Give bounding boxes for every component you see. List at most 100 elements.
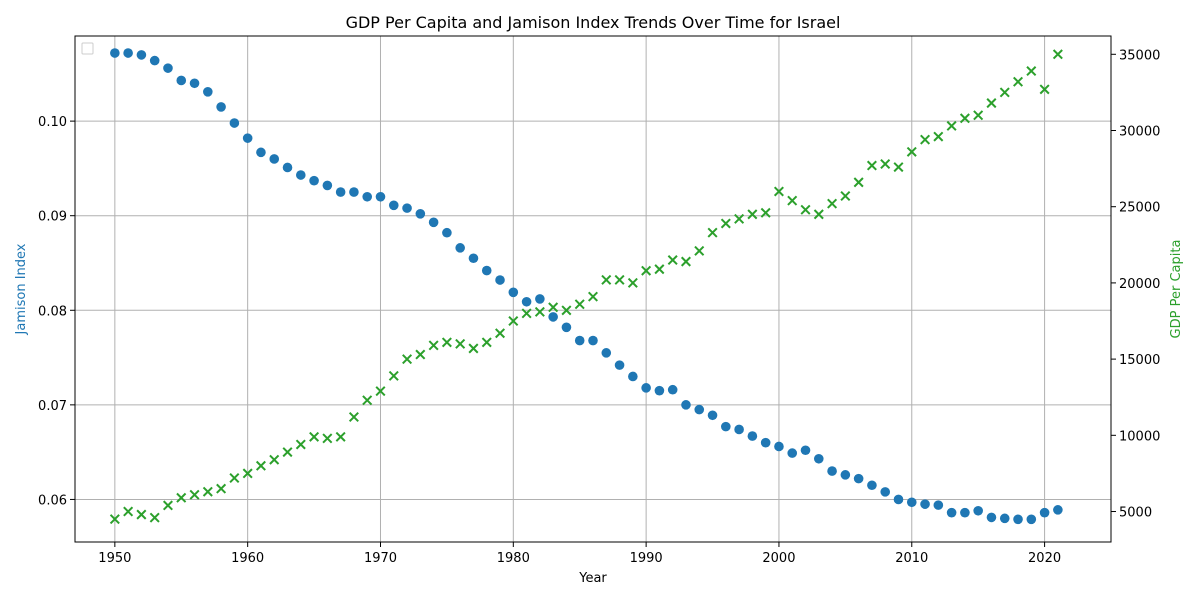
jamison-index-point [561, 322, 572, 333]
gdp-per-capita-point [840, 191, 851, 202]
jamison-index-point [840, 470, 851, 480]
jamison-index-point [721, 421, 731, 432]
gdp-per-capita-point [468, 343, 479, 354]
gdp-per-capita-point [720, 218, 731, 229]
jamison-index-point [999, 513, 1010, 524]
jamison-index-point [813, 453, 824, 464]
jamison-index-point [933, 500, 944, 510]
gdp-per-capita-point [561, 305, 572, 316]
gdp-per-capita-point [1039, 84, 1050, 95]
gdp-per-capita-point [242, 468, 253, 479]
jamison-index-point [973, 505, 983, 516]
jamison-index-point [535, 294, 545, 304]
jamison-index-point [282, 162, 293, 173]
legend-box [81, 42, 94, 55]
jamison-index-point [893, 494, 904, 505]
x-tick-label: 2020 [1028, 551, 1061, 566]
gdp-per-capita-point [428, 340, 439, 351]
gdp-per-capita-point [853, 177, 864, 188]
x-tick-label: 2010 [895, 551, 928, 566]
right-y-tick-label: 15000 [1119, 353, 1160, 368]
jamison-index-point [295, 170, 306, 180]
gdp-per-capita-point [295, 439, 306, 450]
jamison-index-point [734, 424, 744, 435]
gdp-per-capita-point [627, 277, 638, 288]
jamison-index-point [946, 507, 957, 518]
jamison-index-point [242, 133, 253, 143]
gdp-per-capita-point [880, 159, 891, 170]
jamison-index-point [920, 499, 930, 509]
jamison-index-point [667, 384, 678, 395]
jamison-index-point [853, 473, 864, 484]
jamison-index-point [774, 441, 784, 452]
x-tick-label: 1960 [231, 551, 264, 566]
gdp-per-capita-point [800, 204, 811, 215]
gdp-per-capita-point [747, 209, 758, 220]
plot-area [75, 36, 1111, 542]
jamison-index-point [216, 102, 226, 112]
right-y-tick-label: 5000 [1119, 506, 1152, 521]
gdp-per-capita-point [216, 483, 227, 494]
jamison-index-point [787, 448, 798, 458]
x-axis: 1950 1960 1970 1980 1990 2000 2010 2020 [98, 542, 1061, 566]
left-y-tick-label: 0.10 [38, 115, 67, 130]
jamison-index-point [442, 227, 452, 238]
jamison-index-point [694, 404, 705, 415]
gdp-per-capita-point [827, 198, 838, 209]
jamison-index-point [707, 410, 718, 421]
gdp-per-capita-point [946, 120, 957, 131]
gdp-per-capita-point [508, 315, 519, 327]
jamison-index-point [468, 253, 479, 264]
left-y-tick-label: 0.08 [38, 304, 67, 319]
right-y-tick-label: 30000 [1119, 124, 1160, 139]
jamison-index-point [189, 78, 200, 89]
x-tick-label: 2000 [762, 551, 795, 566]
jamison-index-point [521, 296, 532, 307]
jamison-index-point [628, 371, 638, 382]
gdp-per-capita-point [362, 395, 373, 406]
jamison-index-point [800, 445, 811, 456]
jamison-index-point [402, 203, 412, 213]
gdp-per-capita-point [1026, 66, 1037, 77]
jamison-index-point [614, 360, 625, 370]
gdp-per-capita-point [959, 113, 970, 124]
gdp-per-capita-point [773, 186, 784, 197]
gdp-per-capita-point [893, 162, 904, 173]
jamison-index-point [601, 348, 612, 358]
jamison-index-point [256, 147, 266, 158]
right-y-tick-label: 35000 [1119, 48, 1160, 63]
gdp-per-capita-point [548, 302, 559, 313]
gdp-per-capita-point [1013, 76, 1024, 87]
left-y-tick-label: 0.07 [38, 399, 67, 414]
gdp-per-capita-point [614, 274, 625, 285]
gdp-per-capita-point [388, 370, 399, 381]
gdp-per-capita-point [866, 160, 877, 171]
left-y-tick-label: 0.09 [38, 210, 67, 225]
gdp-per-capita-point [986, 98, 997, 109]
jamison-index-point [428, 217, 439, 228]
gdp-per-capita-point [694, 245, 705, 256]
jamison-index-point [123, 48, 133, 58]
jamison-index-point [176, 75, 187, 86]
jamison-index-point [574, 335, 585, 346]
gdp-per-capita-point [787, 195, 798, 206]
jamison-index-point [163, 63, 173, 73]
gdp-per-capita-point [415, 349, 426, 360]
gdp-per-capita-point [1052, 49, 1063, 60]
jamison-index-point [269, 154, 280, 164]
gdp-per-capita-point [933, 131, 944, 142]
gdp-per-capita-point [707, 227, 718, 238]
jamison-index-point [375, 191, 386, 202]
gdp-per-capita-point [920, 134, 931, 145]
gdp-per-capita-point [309, 431, 320, 442]
jamison-index-point [641, 383, 651, 393]
jamison-index-point [1013, 514, 1023, 525]
left-y-axis-title: Jamison Index [14, 243, 29, 335]
jamison-index-point [1039, 507, 1050, 518]
jamison-index-point [349, 187, 359, 197]
jamison-index-point [455, 243, 465, 253]
gdp-per-capita-series [109, 49, 1063, 525]
jamison-index-point [322, 180, 333, 191]
gdp-per-capita-point [149, 512, 160, 523]
